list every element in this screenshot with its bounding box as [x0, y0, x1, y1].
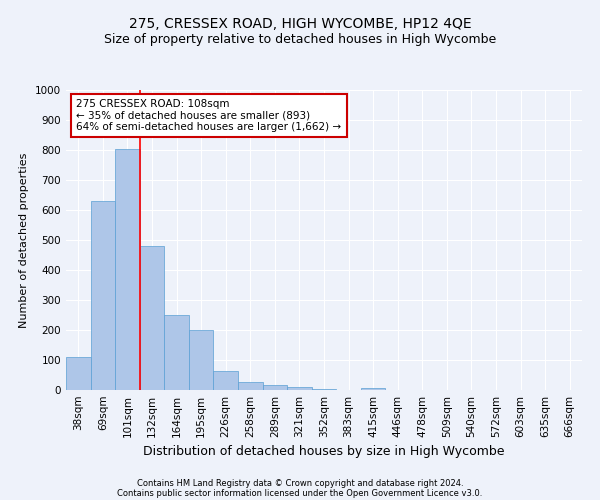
Text: 275 CRESSEX ROAD: 108sqm
← 35% of detached houses are smaller (893)
64% of semi-: 275 CRESSEX ROAD: 108sqm ← 35% of detach… [76, 99, 341, 132]
Bar [214, 370, 238, 390]
Bar [115, 148, 140, 390]
Bar [140, 246, 164, 390]
Bar [91, 201, 115, 390]
Bar [361, 388, 385, 390]
Y-axis label: Number of detached properties: Number of detached properties [19, 152, 29, 328]
Bar [312, 388, 336, 390]
Bar [66, 357, 91, 390]
Text: Size of property relative to detached houses in High Wycombe: Size of property relative to detached ho… [104, 32, 496, 46]
Bar [189, 330, 214, 390]
Bar [164, 315, 189, 390]
Bar [238, 382, 263, 390]
Bar [263, 384, 287, 390]
X-axis label: Distribution of detached houses by size in High Wycombe: Distribution of detached houses by size … [143, 446, 505, 458]
Bar [287, 387, 312, 390]
Text: Contains HM Land Registry data © Crown copyright and database right 2024.: Contains HM Land Registry data © Crown c… [137, 478, 463, 488]
Text: 275, CRESSEX ROAD, HIGH WYCOMBE, HP12 4QE: 275, CRESSEX ROAD, HIGH WYCOMBE, HP12 4Q… [128, 18, 472, 32]
Text: Contains public sector information licensed under the Open Government Licence v3: Contains public sector information licen… [118, 488, 482, 498]
